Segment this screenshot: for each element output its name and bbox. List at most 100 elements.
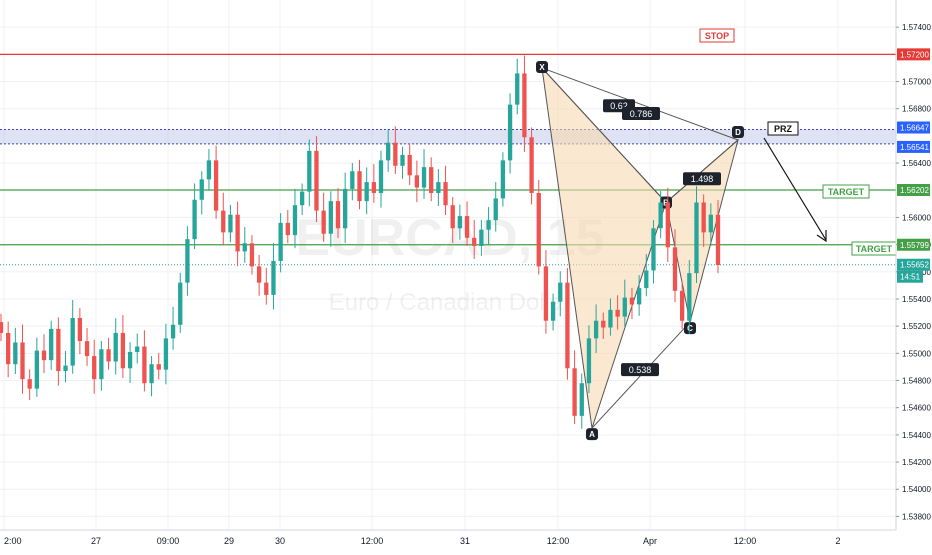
candle-body xyxy=(450,205,455,229)
target-label-2: TARGET xyxy=(856,244,893,254)
time-tick-label: 27 xyxy=(91,536,101,546)
candle-body xyxy=(307,150,312,192)
candle-body xyxy=(357,171,362,202)
time-tick-label: 12:00 xyxy=(547,536,570,546)
pattern-leg xyxy=(541,67,739,141)
time-tick-label: 12:00 xyxy=(734,536,757,546)
price-tick-label: 1.56800 xyxy=(902,105,931,114)
time-tick-label: 29 xyxy=(224,536,234,546)
candle-body xyxy=(213,160,219,211)
candle-body xyxy=(651,228,656,271)
candle-body xyxy=(572,368,577,416)
target2-price-tag: 1.55799 xyxy=(900,241,929,250)
pattern-point-label: D xyxy=(735,128,741,137)
pattern-point-label: A xyxy=(589,430,595,439)
candle-body xyxy=(335,201,341,229)
countdown-bg xyxy=(897,270,923,283)
candle-body xyxy=(49,328,54,361)
candle-body xyxy=(249,243,255,267)
candle-body xyxy=(486,220,491,230)
candle-body xyxy=(350,171,355,189)
candle-body xyxy=(113,332,118,362)
candle-body xyxy=(271,260,276,295)
candle-body xyxy=(493,198,498,221)
prz-high-tag-bg xyxy=(897,121,930,134)
pattern-point-label: C xyxy=(687,324,693,333)
candle-body xyxy=(601,320,606,328)
candle-body xyxy=(622,297,627,317)
price-tick-label: 1.57400 xyxy=(902,23,931,32)
projection-arrow-line xyxy=(763,137,827,241)
candle-body xyxy=(644,270,649,289)
candle-body xyxy=(536,192,541,267)
candle-body xyxy=(672,247,678,291)
candle-body xyxy=(321,210,326,234)
ratio-label: 1.498 xyxy=(691,174,714,184)
target-label-1-box xyxy=(822,184,870,199)
prz-low-tag-bg xyxy=(897,140,930,153)
price-axis[interactable]: 1.53800 1.54000 1.54200 1.54400 1.54600 1.548… xyxy=(895,0,932,550)
target1-price-tag: 1.56202 xyxy=(900,186,929,195)
ratio-label-box xyxy=(622,106,660,120)
ratio-label: 0.538 xyxy=(629,365,652,375)
pattern-point-label: X xyxy=(539,63,545,72)
candle-body xyxy=(185,239,190,283)
target-label-1: TARGET xyxy=(828,187,865,197)
candle-body xyxy=(558,282,563,302)
candle-body xyxy=(285,222,290,236)
candle-body xyxy=(221,210,226,233)
time-tick-label: Apr xyxy=(643,536,657,546)
candle-body xyxy=(543,266,549,321)
candle-body xyxy=(658,202,663,229)
candle-body xyxy=(371,182,376,193)
time-tick-label: 31 xyxy=(460,536,470,546)
candle-body xyxy=(264,282,269,295)
candle-body xyxy=(156,364,161,370)
candle-body xyxy=(192,199,197,240)
candle-body xyxy=(127,351,133,369)
candle-body xyxy=(507,104,513,161)
candle-body xyxy=(27,379,32,389)
candle-body xyxy=(20,342,25,380)
time-axis[interactable]: 2:00 27 09:00 29 30 12:00 31 12:00 Apr 12:00 2 xyxy=(0,529,896,550)
candle-body xyxy=(436,182,441,193)
candle-body xyxy=(687,273,692,321)
candle-body xyxy=(13,342,18,365)
candle-body xyxy=(457,216,463,229)
current-price-tag-bg xyxy=(897,258,930,271)
candle-body xyxy=(701,202,706,233)
candle-body xyxy=(414,175,420,188)
candle-body xyxy=(299,191,305,206)
prz-label: PRZ xyxy=(774,124,793,134)
countdown-timer: 14:51 xyxy=(900,273,921,282)
candle-body xyxy=(278,222,283,261)
candle-body xyxy=(242,243,247,252)
candle-body xyxy=(84,341,90,357)
pattern-point-box xyxy=(536,60,548,73)
current-price-tag: 1.55652 xyxy=(900,261,929,270)
candle-body xyxy=(70,318,75,366)
candle-body xyxy=(292,205,298,236)
price-tick-label: 1.54800 xyxy=(902,377,931,386)
candle-body xyxy=(135,346,140,352)
candle-body xyxy=(328,201,333,234)
target1-price-tag-bg xyxy=(897,183,930,196)
candle-body xyxy=(665,202,670,248)
candle-body xyxy=(106,349,111,362)
candle-body xyxy=(378,160,384,193)
watermark-description: Euro / Canadian Dollar xyxy=(329,289,572,316)
stop-price-tag-bg xyxy=(897,48,930,61)
price-tick-label: 1.55400 xyxy=(902,295,931,304)
candle-body xyxy=(715,214,721,265)
candle-body xyxy=(515,73,520,105)
candle-body xyxy=(636,288,642,305)
time-tick-label: 09:00 xyxy=(157,536,180,546)
price-tick-label: 1.56000 xyxy=(902,213,931,222)
target2-price-tag-bg xyxy=(897,238,930,251)
pattern-leg xyxy=(665,139,739,203)
candle-body xyxy=(142,346,147,384)
candle-body xyxy=(364,182,369,202)
stop-label-box xyxy=(699,28,735,43)
